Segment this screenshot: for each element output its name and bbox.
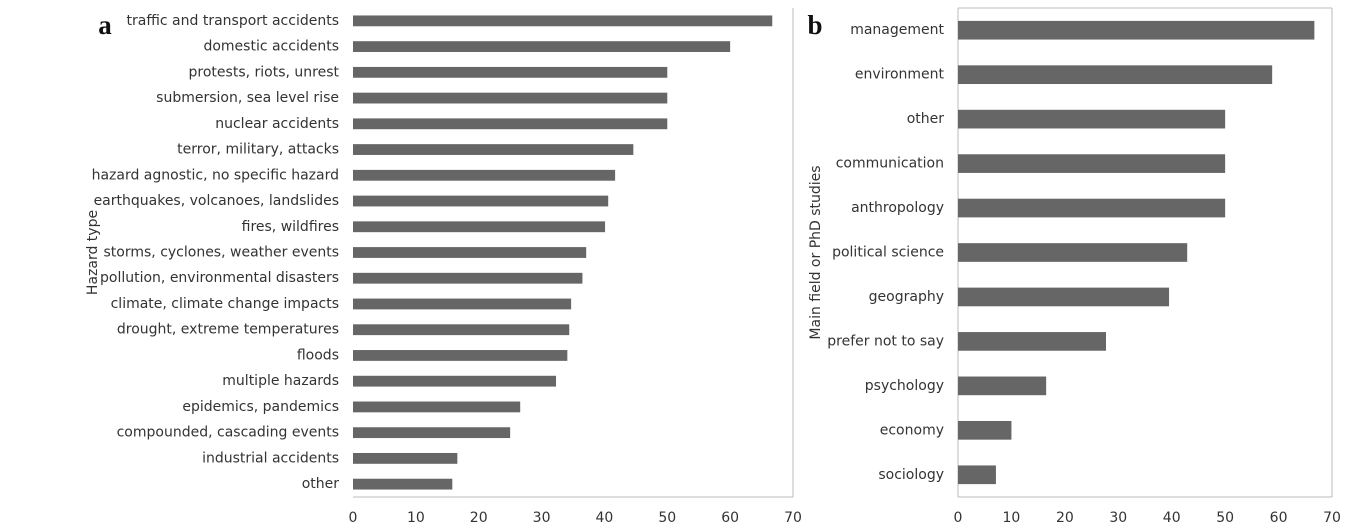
- bar: [353, 247, 587, 258]
- bar: [353, 15, 773, 27]
- x-tick-label: 0: [954, 510, 963, 526]
- y-tick-label: other: [302, 476, 340, 492]
- y-axis-label: Main field or PhD studies: [808, 165, 824, 339]
- y-tick-label: fires, wildfires: [242, 219, 339, 235]
- x-tick-label: 10: [407, 510, 425, 526]
- y-tick-label: multiple hazards: [222, 373, 339, 389]
- bar: [353, 350, 568, 361]
- y-tick-label: nuclear accidents: [215, 116, 339, 132]
- x-tick-label: 60: [1270, 510, 1288, 526]
- y-tick-label: management: [850, 22, 944, 38]
- bar: [353, 375, 557, 387]
- bar: [353, 427, 511, 439]
- bar: [353, 66, 668, 78]
- bar: [353, 272, 583, 284]
- bar: [353, 41, 731, 53]
- y-axis-label: Hazard type: [85, 210, 101, 295]
- x-tick-label: 40: [596, 510, 614, 526]
- y-tick-label: industrial accidents: [202, 450, 339, 466]
- panel-label: b: [807, 10, 822, 40]
- y-tick-label: domestic accidents: [203, 39, 339, 55]
- y-tick-label: economy: [880, 422, 944, 438]
- bar: [958, 198, 1226, 218]
- x-tick-label: 70: [1323, 510, 1341, 526]
- bar: [958, 154, 1226, 173]
- x-tick-label: 10: [1003, 510, 1021, 526]
- x-tick-label: 40: [1163, 510, 1181, 526]
- bar: [353, 195, 609, 207]
- y-tick-label: epidemics, pandemics: [182, 399, 339, 415]
- bar: [353, 169, 616, 181]
- y-tick-label: floods: [297, 347, 339, 363]
- y-tick-label: communication: [836, 156, 944, 172]
- x-tick-label: 20: [470, 510, 488, 526]
- y-tick-label: environment: [855, 67, 945, 83]
- bar: [353, 401, 521, 413]
- bar: [958, 109, 1226, 129]
- y-tick-label: anthropology: [851, 200, 944, 216]
- y-tick-label: sociology: [878, 467, 944, 483]
- bar: [353, 298, 572, 310]
- bar: [958, 332, 1106, 351]
- y-tick-label: traffic and transport accidents: [127, 13, 339, 29]
- bar: [958, 376, 1047, 396]
- bar: [958, 420, 1012, 440]
- y-tick-label: psychology: [865, 378, 944, 394]
- x-tick-label: 70: [784, 510, 802, 526]
- y-tick-label: drought, extreme temperatures: [117, 322, 339, 338]
- y-tick-label: pollution, environmental disasters: [100, 270, 339, 286]
- bar: [353, 324, 570, 336]
- y-tick-label: submersion, sea level rise: [156, 90, 339, 106]
- bar: [353, 452, 458, 464]
- y-tick-label: hazard agnostic, no specific hazard: [92, 167, 339, 183]
- y-tick-label: other: [907, 111, 945, 127]
- y-tick-label: prefer not to say: [827, 333, 944, 349]
- y-tick-label: terror, military, attacks: [177, 142, 339, 158]
- bar: [353, 92, 668, 104]
- bar: [353, 221, 606, 233]
- x-tick-label: 0: [349, 510, 358, 526]
- y-tick-label: political science: [832, 245, 944, 261]
- y-tick-label: earthquakes, volcanoes, landslides: [94, 193, 339, 209]
- x-tick-label: 30: [533, 510, 551, 526]
- x-tick-label: 60: [721, 510, 739, 526]
- bar: [353, 478, 453, 490]
- bar: [958, 20, 1315, 40]
- x-tick-label: 20: [1056, 510, 1074, 526]
- x-tick-label: 50: [658, 510, 676, 526]
- x-tick-label: 30: [1109, 510, 1127, 526]
- bar: [958, 287, 1170, 307]
- bar: [353, 118, 668, 130]
- y-tick-label: geography: [869, 289, 944, 305]
- bar: [958, 465, 996, 485]
- bar: [958, 243, 1188, 262]
- bar: [958, 65, 1273, 85]
- bar: [353, 144, 634, 155]
- y-tick-label: storms, cyclones, weather events: [104, 245, 340, 261]
- x-tick-label: 50: [1216, 510, 1234, 526]
- y-tick-label: protests, riots, unrest: [189, 64, 340, 80]
- y-tick-label: climate, climate change impacts: [111, 296, 339, 312]
- y-tick-label: compounded, cascading events: [117, 425, 339, 441]
- panel-label: a: [98, 10, 112, 40]
